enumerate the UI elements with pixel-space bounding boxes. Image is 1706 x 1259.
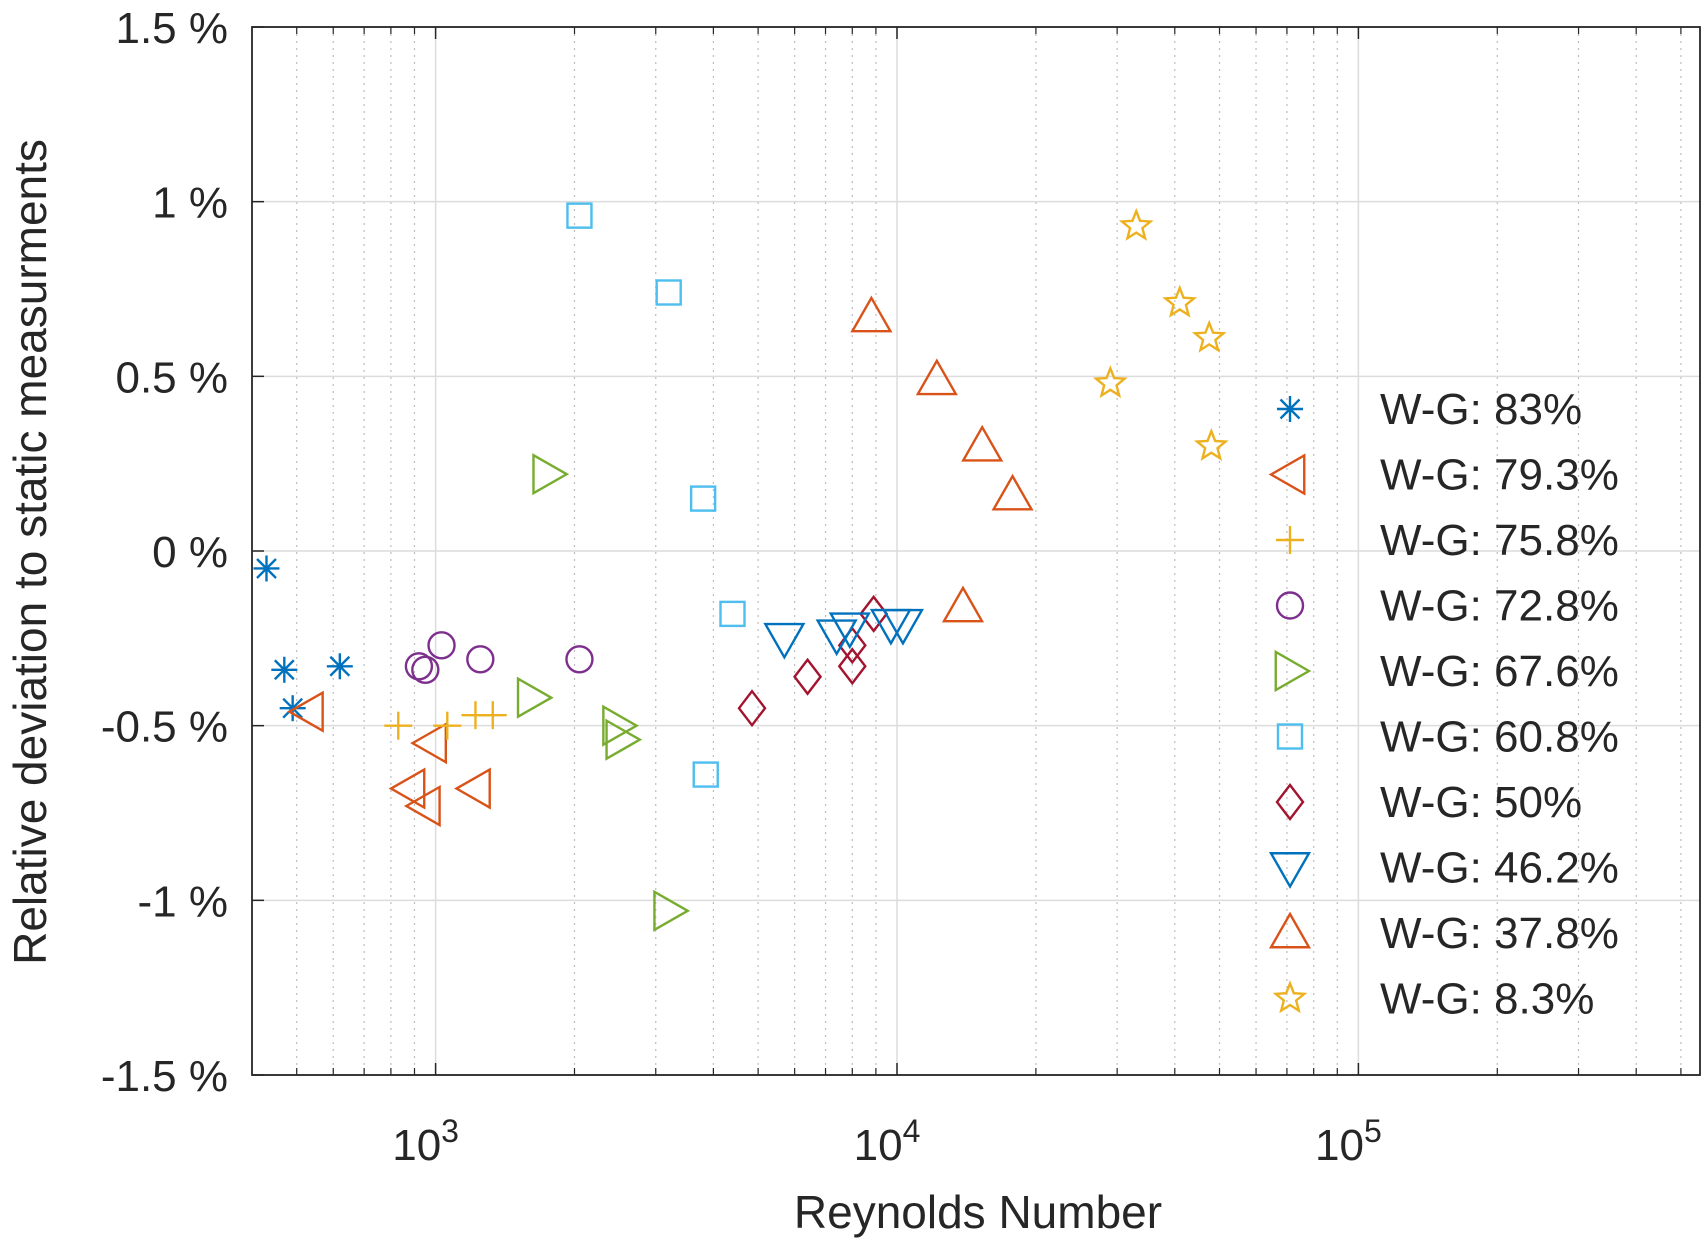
legend-marker [1274,649,1312,693]
y-axis-label: Relative deviation to static measurments [4,139,56,965]
legend-marker [1277,396,1303,422]
legend-item: W-G: 83% [1277,385,1582,434]
data-point [433,711,462,740]
data-point [689,485,717,512]
data-point [828,612,871,650]
legend-item: W-G: 37.8% [1268,909,1619,958]
data-point [565,645,594,674]
y-tick-label: 0.5 % [115,353,228,402]
data-point [1162,284,1198,318]
data-point [850,295,893,333]
data-point [837,647,867,686]
data-point [1193,427,1229,461]
x-tick-label: 105 [1315,1113,1382,1170]
legend-label: W-G: 46.2% [1380,844,1619,893]
data-point [737,689,767,728]
legend-item: W-G: 50% [1275,778,1582,827]
y-tick-label: -0.5 % [101,703,228,752]
y-tick-label: 0 % [152,528,228,577]
legend-label: W-G: 50% [1380,778,1582,827]
legend-marker [1276,723,1304,750]
data-point [961,424,1004,462]
data-point [279,695,306,722]
data-point [859,594,889,633]
data-point [454,767,491,810]
data-point [566,202,593,229]
data-point [605,718,643,761]
legend-item: W-G: 75.8% [1276,516,1619,565]
legend-marker [1275,783,1305,821]
data-point [271,656,298,683]
data-point [326,653,353,680]
data-point [253,555,280,582]
data-point [655,279,682,306]
data-point [602,704,640,747]
legend-marker [1276,526,1304,554]
plot-frame [251,26,1701,1076]
y-tick-label: -1 % [138,877,228,926]
y-tick-label: 1 % [152,179,228,228]
y-tick-label: -1.5 % [101,1052,228,1101]
data-points [253,202,1229,932]
data-point [466,645,495,674]
legend-label: W-G: 37.8% [1380,909,1619,958]
legend: W-G: 83% W-G: 79.3% W-G: 75.8% W-G: 72.8% W-… [1268,385,1619,1024]
legend-label: W-G: 72.8% [1380,582,1619,631]
legend-label: W-G: 75.8% [1380,516,1619,565]
legend-item: W-G: 8.3% [1272,975,1594,1024]
x-tick-label: 103 [392,1113,459,1170]
legend-item: W-G: 46.2% [1268,844,1619,893]
data-point [881,608,924,646]
legend-item: W-G: 67.6% [1274,647,1619,696]
data-point [411,655,440,684]
data-point [763,622,806,660]
data-point [286,690,324,733]
data-point [388,767,426,810]
legend-marker [1268,453,1306,496]
data-point [384,711,413,740]
x-tick-label: 104 [854,1113,921,1170]
legend-marker [1275,591,1305,620]
data-point [719,600,746,628]
data-point [692,761,719,788]
data-point [1092,365,1128,399]
x-axis-label: Reynolds Number [794,1186,1162,1238]
y-tick-label: 1.5 % [115,4,228,53]
legend-item: W-G: 72.8% [1275,582,1619,631]
data-point [915,358,958,396]
data-point [793,657,823,696]
data-point [532,453,570,496]
legend-label: W-G: 83% [1380,385,1582,434]
data-point [478,701,507,730]
data-point [516,676,554,719]
data-point [427,631,456,660]
legend-label: W-G: 8.3% [1380,975,1594,1024]
legend-label: W-G: 60.8% [1380,713,1619,762]
data-point [991,473,1034,511]
data-point [941,585,985,623]
data-point [653,889,691,932]
axes: 103 104 105 1.5 % 1 % 0.5 % 0 % -0.5 % -1 % -1.5 … [101,4,1701,1170]
legend-label: W-G: 79.3% [1380,451,1619,500]
legend-marker [1268,911,1312,949]
data-point [1191,319,1227,353]
data-point [1118,207,1154,241]
data-point [410,722,448,765]
legend-label: W-G: 67.6% [1380,647,1619,696]
data-point [404,652,434,681]
legend-item: W-G: 60.8% [1276,713,1619,762]
legend-marker [1268,852,1312,889]
data-point [403,784,441,828]
data-point [815,619,858,657]
legend-item: W-G: 79.3% [1268,451,1619,500]
legend-marker [1272,980,1308,1014]
